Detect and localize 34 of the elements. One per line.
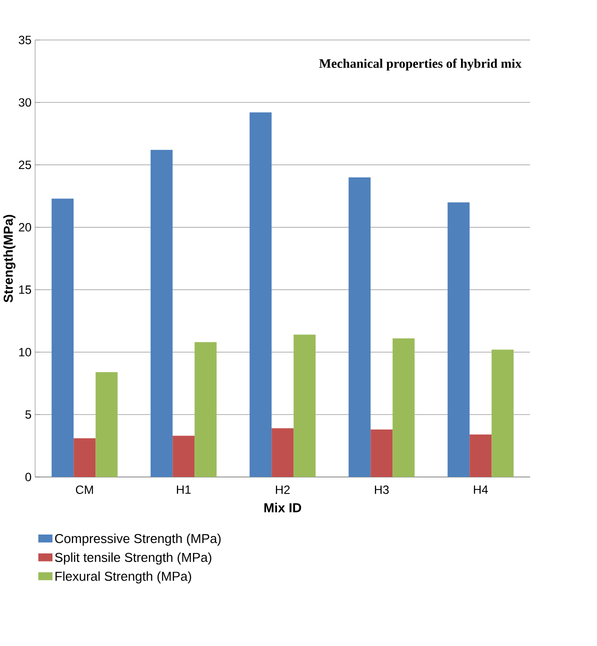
y-axis-title: Strength(MPa)	[4, 214, 16, 302]
x-tick-label: H4	[474, 486, 488, 494]
x-tick-label: H3	[375, 486, 389, 494]
x-axis-title: Mix ID	[264, 502, 302, 512]
bar	[470, 434, 492, 477]
legend-label: Compressive Strength (MPa)	[55, 534, 221, 546]
bar	[392, 338, 415, 477]
bar	[172, 436, 195, 477]
bar	[348, 177, 371, 477]
bar	[294, 334, 316, 477]
bar	[150, 150, 173, 477]
y-tick-label: 15	[19, 286, 32, 294]
y-tick-label: 30	[18, 98, 32, 107]
bar	[492, 350, 514, 477]
bar	[74, 438, 96, 477]
y-tick-label: 0	[26, 472, 32, 482]
y-tick-label: 25	[19, 160, 32, 170]
bar	[272, 428, 294, 477]
y-tick-label: 20	[19, 223, 32, 232]
legend-label: Split tensile Strength (MPa)	[55, 552, 212, 565]
bar	[52, 198, 74, 477]
bar	[370, 430, 393, 477]
bar	[194, 342, 217, 477]
bar	[96, 372, 118, 477]
x-tick-label: H2	[276, 486, 290, 494]
legend-label: Flexural Strength (MPa)	[56, 571, 192, 584]
bar	[250, 112, 272, 477]
text: Mechanical properties of hybrid mix	[319, 58, 522, 71]
y-tick-label: 10	[19, 348, 32, 356]
y-tick-label: 5	[26, 410, 32, 419]
bar	[448, 202, 470, 477]
x-tick-label: CM	[76, 486, 94, 494]
x-tick-label: H1	[177, 486, 191, 494]
y-tick-label: 35	[18, 36, 32, 44]
